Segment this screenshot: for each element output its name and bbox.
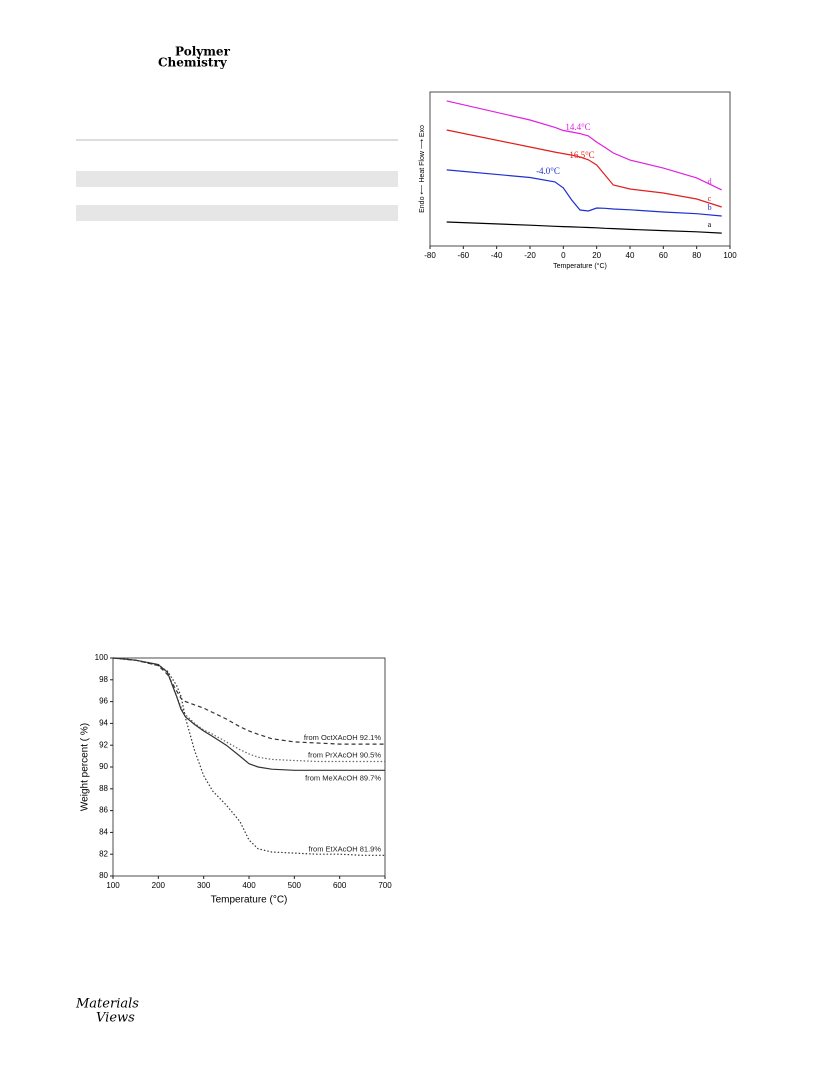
- y-tick-label: 82: [99, 849, 108, 858]
- x-tick-label: -20: [524, 251, 536, 260]
- x-tick-label: 300: [197, 881, 211, 890]
- series-label: from OctXAcOH 92.1%: [304, 733, 381, 742]
- series-label: a: [708, 220, 712, 229]
- journal-title: Chemistry: [158, 56, 228, 70]
- x-tick-label: 200: [152, 881, 166, 890]
- table-stripe: [76, 171, 398, 187]
- x-tick-label: 100: [723, 251, 737, 260]
- x-tick-label: 600: [333, 881, 347, 890]
- x-axis-label: Temperature (°C): [211, 895, 288, 906]
- series-label: from EtXAcOH 81.9%: [308, 844, 381, 853]
- annotation: 16.5°C: [569, 150, 594, 160]
- annotation: -4.0°C: [536, 166, 560, 176]
- x-tick-label: 100: [106, 881, 120, 890]
- series-line: [446, 169, 722, 217]
- series-label: from MeXAcOH 89.7%: [305, 773, 381, 782]
- series-line: [446, 100, 722, 191]
- logo: Views: [96, 1011, 135, 1026]
- x-tick-label: 700: [378, 881, 392, 890]
- series-label: from PrXAcOH 90.5%: [308, 751, 381, 760]
- x-tick-label: 0: [561, 251, 566, 260]
- journal-title: Polymer: [175, 45, 231, 59]
- x-tick-label: -80: [424, 251, 436, 260]
- y-tick-label: 98: [99, 675, 108, 684]
- plot-frame: [429, 91, 731, 247]
- x-tick-label: 400: [242, 881, 256, 890]
- series-line: [112, 657, 385, 856]
- y-tick-label: 94: [99, 719, 108, 728]
- y-tick-label: 96: [99, 697, 108, 706]
- y-tick-label: 100: [95, 653, 109, 662]
- y-axis-label: Endo ⟵ Heat Flow ⟶ Exo: [419, 125, 426, 213]
- x-tick-label: 60: [659, 251, 668, 260]
- annotation: 14.4°C: [565, 122, 590, 132]
- x-tick-label: 40: [626, 251, 635, 260]
- series-line: [112, 657, 385, 763]
- y-axis-label: Weight percent ( %): [80, 723, 91, 811]
- series-line: [112, 657, 385, 745]
- x-tick-label: -40: [491, 251, 503, 260]
- series-line: [446, 129, 722, 208]
- x-tick-label: 80: [692, 251, 701, 260]
- logo: Materials: [75, 997, 139, 1012]
- y-tick-label: 86: [99, 806, 108, 815]
- series-label: c: [708, 194, 712, 203]
- y-tick-label: 80: [99, 871, 108, 880]
- series-label: d: [708, 177, 712, 186]
- y-tick-label: 90: [99, 762, 108, 771]
- series-line: [112, 657, 385, 771]
- y-tick-label: 92: [99, 740, 108, 749]
- x-axis-label: Temperature (°C): [553, 262, 607, 270]
- table-stripe: [76, 205, 398, 221]
- x-tick-label: -60: [458, 251, 470, 260]
- x-tick-label: 500: [288, 881, 302, 890]
- series-line: [446, 221, 722, 234]
- y-tick-label: 88: [99, 784, 108, 793]
- x-tick-label: 20: [592, 251, 601, 260]
- series-label: b: [708, 203, 712, 212]
- y-tick-label: 84: [99, 828, 108, 837]
